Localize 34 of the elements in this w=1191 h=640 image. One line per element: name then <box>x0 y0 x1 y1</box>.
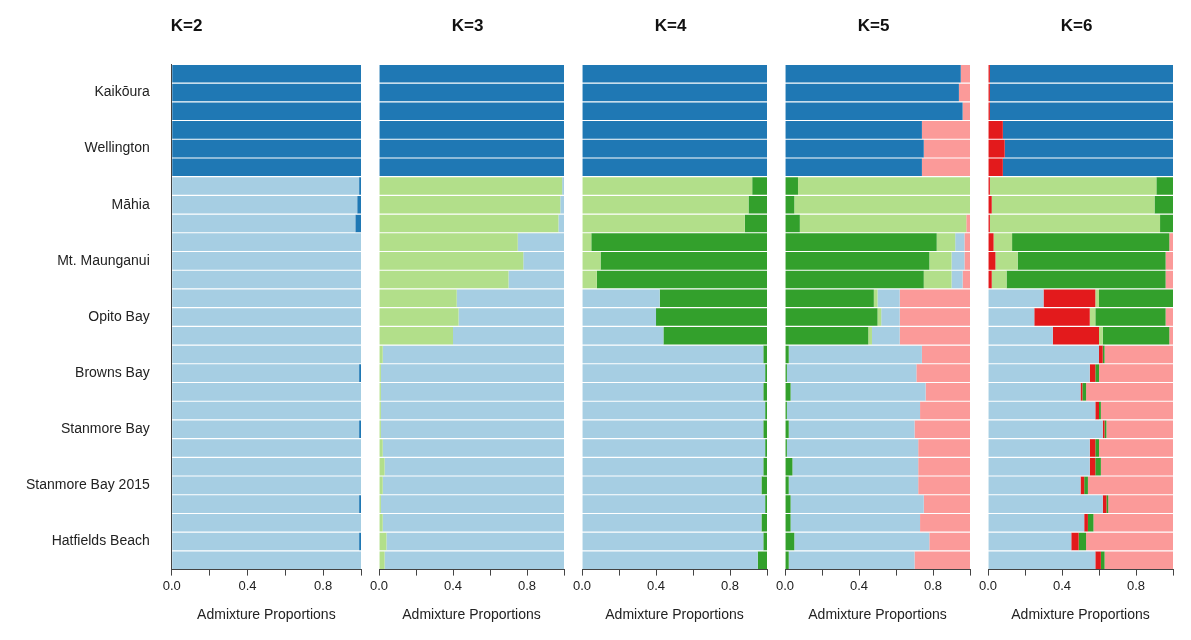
x-tick-label: 0.8 <box>314 577 333 593</box>
y-tick-label: Opito Bay <box>88 307 150 324</box>
x-axis-title: Admixture Proportions <box>808 606 947 623</box>
x-tick-label: 0.4 <box>646 577 666 593</box>
x-tick-label: 0.8 <box>720 577 740 593</box>
x-tick-label: 0.8 <box>1126 577 1146 593</box>
x-axis-title: Admixture Proportions <box>1011 606 1150 623</box>
x-tick-label: 0.8 <box>923 577 943 593</box>
x-tick-label: 0.4 <box>443 577 463 593</box>
y-tick-label: Stanmore Bay <box>61 420 150 437</box>
x-axis-title: Admixture Proportions <box>197 606 336 623</box>
x-axis-title: Admixture Proportions <box>605 606 744 623</box>
x-tick-label: 0.4 <box>1052 577 1072 593</box>
x-tick-label: 0.0 <box>776 577 795 593</box>
x-tick-label: 0.0 <box>979 577 998 593</box>
y-tick-label: Wellington <box>84 139 150 156</box>
y-tick-label: Browns Bay <box>75 363 150 380</box>
x-tick-label: 0.0 <box>370 577 389 593</box>
y-tick-label: Kaikōura <box>94 83 150 100</box>
x-tick-label: 0.4 <box>238 577 257 593</box>
x-axis-title: Admixture Proportions <box>402 606 541 623</box>
x-tick-label: 0.8 <box>517 577 537 593</box>
chart-title: K=5 <box>857 15 890 35</box>
y-tick-label: Stanmore Bay 2015 <box>25 476 150 493</box>
x-tick-label: 0.4 <box>849 577 869 593</box>
chart-title: K=2 <box>170 15 203 35</box>
chart-title: K=3 <box>451 15 484 35</box>
y-tick-label: Māhia <box>111 195 150 212</box>
chart-title: K=6 <box>1060 15 1093 35</box>
chart-title: K=4 <box>654 15 687 35</box>
y-tick-label: Mt. Maunganui <box>57 251 150 268</box>
x-tick-label: 0.0 <box>573 577 592 593</box>
x-tick-label: 0.0 <box>162 577 181 593</box>
y-tick-label: Hatfields Beach <box>51 532 150 549</box>
